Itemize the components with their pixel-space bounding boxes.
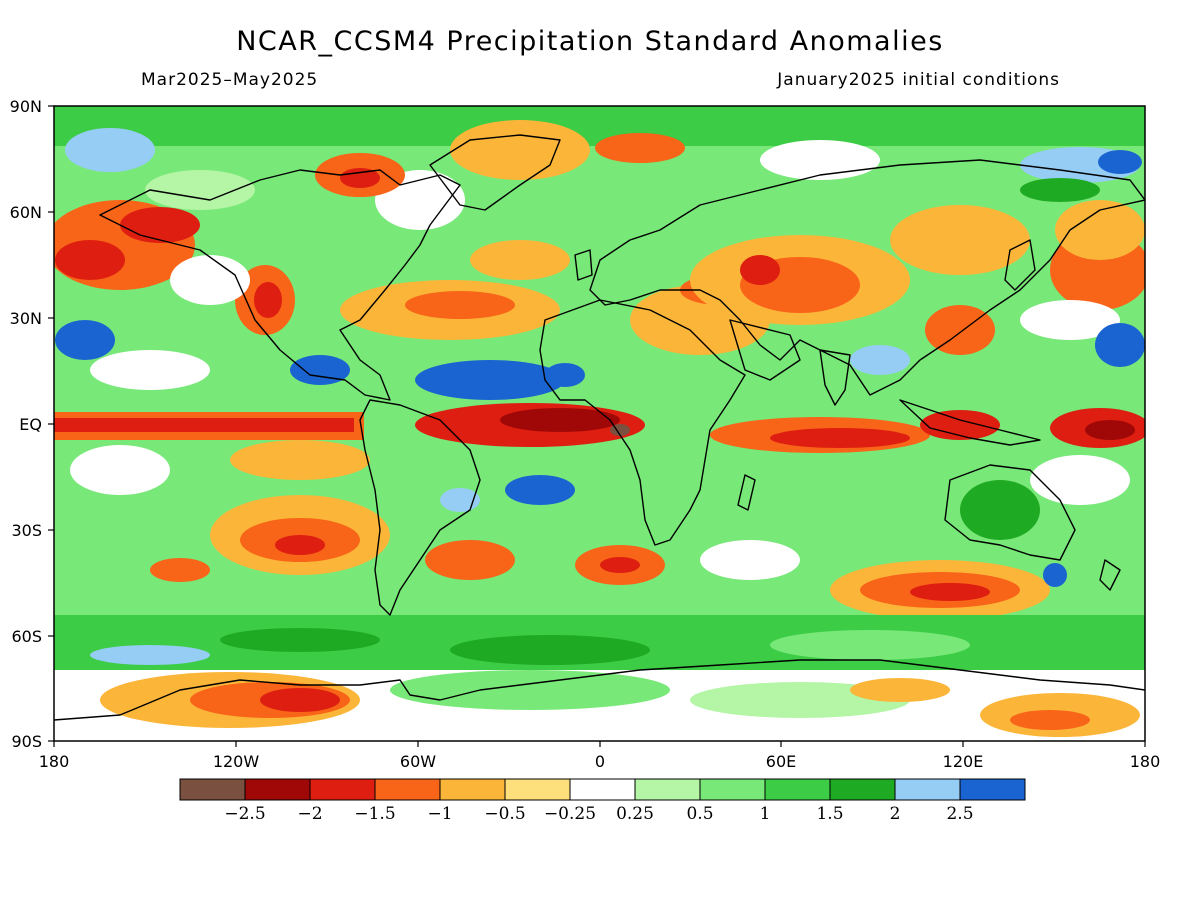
colorbar-label: 2.5 [946, 804, 973, 824]
coastlines [54, 134, 1145, 721]
lat-label-30s: 30S [11, 521, 42, 540]
lat-label-90s: 90S [11, 732, 42, 751]
colorbar-label: 1.5 [816, 804, 843, 824]
colorbar-swatch [244, 778, 311, 801]
australia-outline [944, 464, 1076, 561]
africa-outline [539, 299, 746, 546]
south-america-outline [359, 399, 481, 616]
colorbar-swatch [634, 778, 701, 801]
colorbar-label: 0.25 [616, 804, 654, 824]
precipitation-anomaly-field [54, 106, 1145, 741]
lon-label-180e: 180 [1130, 752, 1161, 771]
lat-label-60s: 60S [11, 627, 42, 646]
map-title: NCAR_CCSM4 Precipitation Standard Anomal… [236, 26, 944, 57]
lat-label-eq: EQ [19, 415, 42, 434]
colorbar-swatch [699, 778, 766, 801]
colorbar-label: −0.5 [484, 804, 525, 824]
colorbar-label: −1.5 [354, 804, 395, 824]
initial-conditions-label: January2025 initial conditions [777, 70, 1060, 90]
lon-label-0: 0 [595, 752, 605, 771]
colorbar-swatch [959, 778, 1026, 801]
japan-outline [1004, 239, 1036, 291]
colorbar-label: −2 [297, 804, 322, 824]
madagascar-outline [737, 474, 756, 511]
maritime-continent-outline [899, 399, 1041, 446]
colorbar-swatch [309, 778, 376, 801]
arabia-outline [729, 319, 801, 381]
lat-label-30n: 30N [10, 309, 42, 328]
season-label: Mar2025–May2025 [141, 70, 319, 90]
lat-label-90n: 90N [10, 97, 42, 116]
india-outline [819, 349, 851, 406]
colorbar-swatch [179, 778, 246, 801]
lon-label-60w: 60W [400, 752, 436, 771]
colorbar-label: 2 [890, 804, 901, 824]
lat-label-60n: 60N [10, 203, 42, 222]
colorbar-swatch [764, 778, 831, 801]
north-america-outline [99, 169, 461, 401]
colorbar-label: 1 [760, 804, 771, 824]
colorbar-label: −1 [427, 804, 452, 824]
colorbar-label: 0.5 [686, 804, 713, 824]
lon-label-120w: 120W [213, 752, 260, 771]
colorbar-swatch [894, 778, 961, 801]
antarctica-outline [54, 659, 1145, 721]
lon-label-60e: 60E [766, 752, 796, 771]
colorbar-swatch [439, 778, 506, 801]
colorbar-label: −0.25 [544, 804, 596, 824]
uk-outline [574, 249, 593, 281]
new-zealand-outline [1099, 559, 1121, 591]
colorbar: −2.5 −2 −1.5 −1 −0.5 −0.25 0.25 0.5 1 1.5 2 2.5 [179, 778, 1026, 824]
colorbar-label: −2.5 [224, 804, 265, 824]
axis-ticks [48, 105, 1146, 747]
colorbar-swatch [374, 778, 441, 801]
lon-label-180w: 180 [39, 752, 70, 771]
colorbar-swatch [569, 778, 636, 801]
greenland-outline [429, 134, 561, 211]
lon-label-120e: 120E [943, 752, 984, 771]
colorbar-swatch [504, 778, 571, 801]
colorbar-swatch [829, 778, 896, 801]
eurasia-outline [589, 159, 1145, 396]
